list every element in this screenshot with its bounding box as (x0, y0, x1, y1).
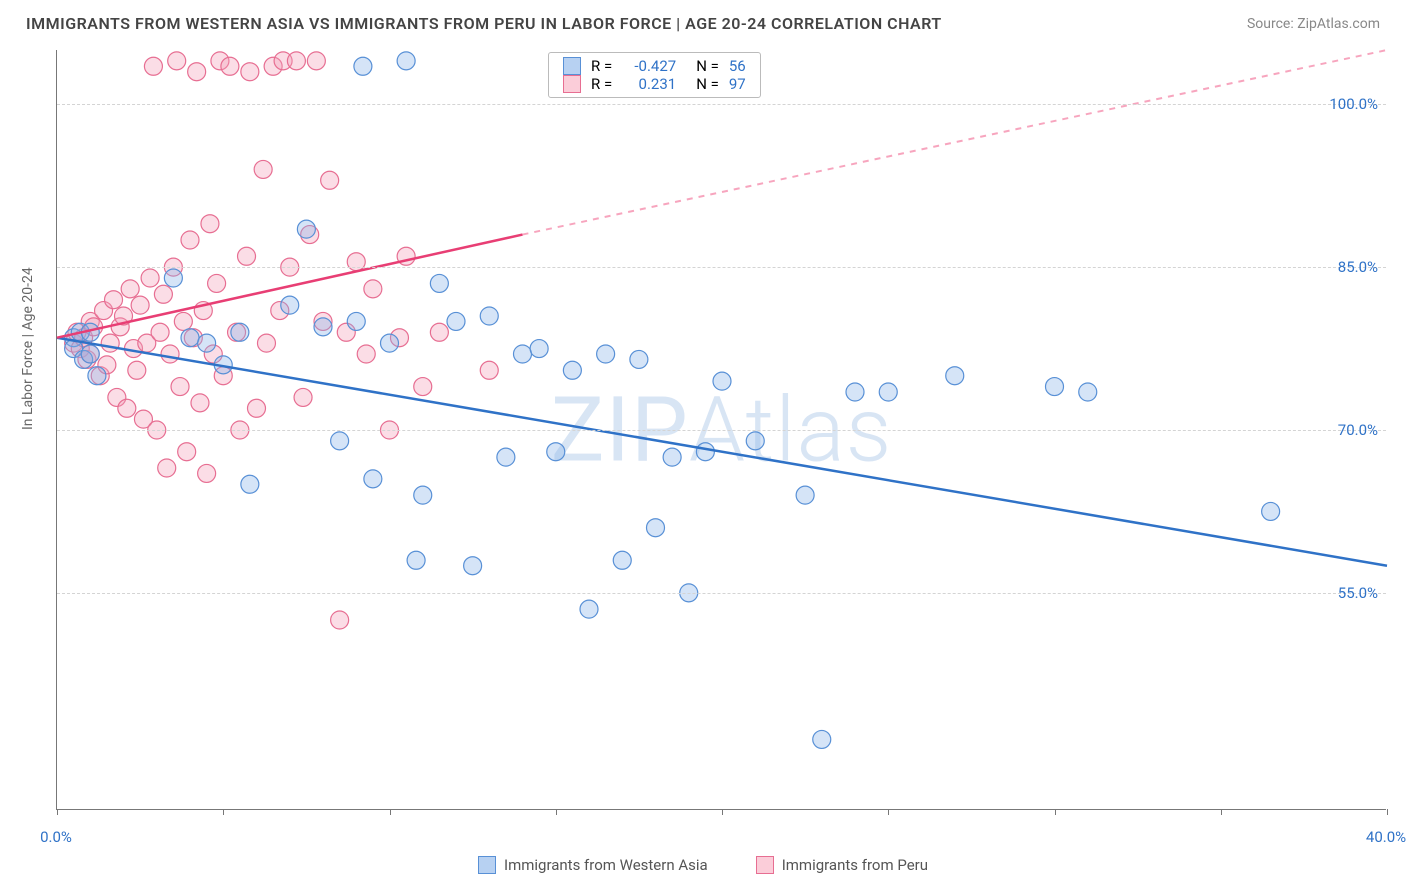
x-tick-label: 0.0% (40, 828, 72, 846)
y-tick-label: 100.0% (1329, 95, 1378, 113)
y-axis-label: In Labor Force | Age 20-24 (20, 267, 36, 430)
r-value: -0.427 (622, 57, 676, 75)
source-label: Source: ZipAtlas.com (1247, 16, 1380, 32)
legend-item: Immigrants from Peru (756, 856, 928, 874)
chart-plot-area: ZIPAtlas 55.0%70.0%85.0%100.0% (56, 50, 1386, 810)
legend-swatch (478, 856, 496, 874)
y-tick-label: 55.0% (1338, 584, 1378, 602)
n-value: 97 (729, 75, 746, 93)
legend-label: Immigrants from Peru (782, 856, 928, 874)
y-tick-label: 70.0% (1338, 421, 1378, 439)
r-value: 0.231 (622, 75, 676, 93)
legend-item: Immigrants from Western Asia (478, 856, 708, 874)
y-tick-label: 85.0% (1338, 258, 1378, 276)
r-label: R = (591, 57, 612, 75)
legend-label: Immigrants from Western Asia (504, 856, 708, 874)
legend-swatch (756, 856, 774, 874)
legend-swatch (563, 75, 581, 93)
series-legend: Immigrants from Western Asia Immigrants f… (0, 856, 1406, 874)
legend-swatch (563, 57, 581, 75)
r-label: R = (591, 75, 612, 93)
n-value: 56 (729, 57, 746, 75)
correlation-legend: R = -0.427 N = 56 R = 0.231 N = 97 (548, 52, 761, 98)
chart-title: IMMIGRANTS FROM WESTERN ASIA VS IMMIGRAN… (26, 14, 942, 33)
x-tick-label: 40.0% (1366, 828, 1406, 846)
n-label: N = (696, 57, 719, 75)
n-label: N = (696, 75, 719, 93)
